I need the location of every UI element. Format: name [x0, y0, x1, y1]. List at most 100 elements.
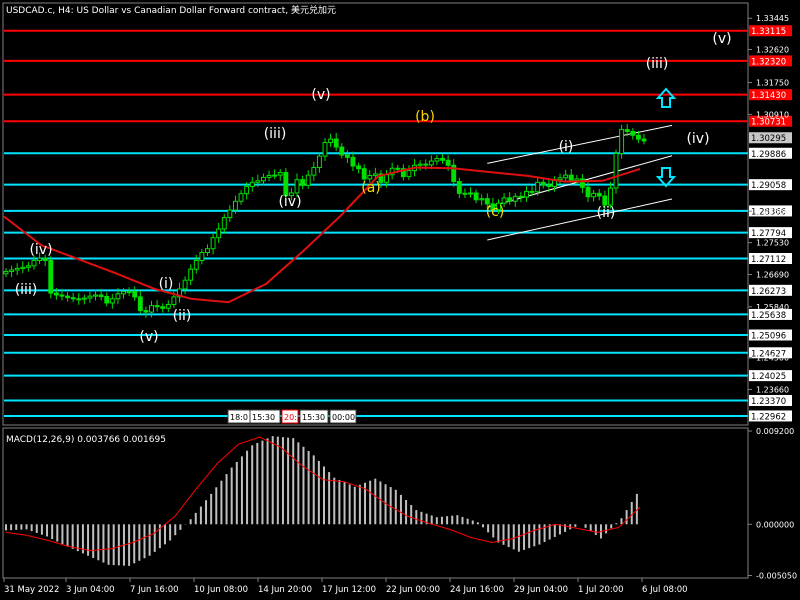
candle-body — [3, 270, 9, 275]
level-tag-box — [749, 115, 792, 127]
candle-body — [557, 177, 563, 181]
wave-label: (iv) — [29, 242, 52, 258]
price-tick-label: 1.32620 — [756, 46, 789, 55]
time-badge-label: 18:0 — [230, 413, 248, 422]
wave-label: (c) — [486, 204, 505, 220]
candle-body — [277, 171, 283, 176]
price-tick-label: 1.31750 — [756, 79, 789, 88]
candle-body — [266, 174, 272, 178]
level-tag-value: 1.29058 — [751, 181, 786, 191]
candle-body — [93, 294, 99, 297]
candle-body — [423, 163, 429, 166]
level-tag-box — [749, 410, 792, 422]
candle-body — [635, 134, 641, 140]
level-lines — [4, 29, 748, 417]
candle-body — [529, 190, 535, 193]
candle-body — [496, 202, 501, 211]
candle-body — [87, 295, 93, 299]
wave-label: (ii) — [173, 308, 192, 324]
candle-body — [149, 305, 154, 313]
time-badge-label: 20: — [284, 413, 297, 422]
level-tag-value: 1.32320 — [751, 57, 786, 67]
candle-body — [473, 192, 479, 201]
level-tag-box — [749, 370, 792, 382]
candle-body — [59, 294, 65, 297]
macd-pane-frame — [2, 427, 749, 579]
candle-body — [65, 295, 71, 299]
candle-body — [451, 164, 457, 183]
level-tag-box — [749, 284, 792, 296]
candle-body — [104, 296, 110, 304]
level-tag-box — [749, 132, 792, 144]
candle-body — [132, 291, 138, 298]
candle-body — [579, 178, 585, 188]
candle-body — [328, 138, 334, 143]
time-tick-label: 24 Jun 16:00 — [450, 585, 504, 595]
candle-body — [400, 168, 406, 178]
candle-body — [126, 291, 132, 294]
candle-body — [255, 180, 261, 183]
candle-body — [143, 310, 149, 313]
price-tick-label: 1.28360 — [756, 207, 789, 216]
moving-average-line — [3, 166, 641, 304]
time-tick-label: 3 Jun 04:00 — [66, 585, 115, 595]
level-tag-box — [749, 347, 792, 359]
macd-title: MACD(12,26,9) 0.003766 0.001695 — [6, 435, 166, 445]
candle-body — [294, 179, 300, 194]
candle-body — [445, 159, 451, 166]
candle-body — [188, 268, 194, 281]
candle-body — [244, 185, 250, 195]
wave-label: (v) — [712, 31, 731, 47]
price-tick-label: 1.33445 — [756, 14, 789, 23]
candle-body — [249, 181, 255, 187]
candle-body — [70, 297, 76, 300]
level-tag-value: 1.24025 — [751, 372, 786, 382]
candle-body — [182, 279, 188, 290]
level-tag-value: 1.28366 — [751, 207, 786, 217]
wave-label: (v) — [139, 329, 158, 345]
level-tag-value: 1.26273 — [751, 287, 786, 297]
candle-body — [9, 269, 15, 272]
candle-body — [137, 296, 143, 312]
price-axis: 1.33445 1.32620 1.31750 1.30910 1.28360 1.275… — [748, 14, 789, 394]
candle-body — [591, 192, 597, 198]
candle-body — [507, 197, 513, 202]
candle-body — [53, 292, 59, 296]
candle-body — [484, 198, 490, 205]
time-badge-box — [281, 409, 299, 424]
time-tick-label: 17 Jun 12:00 — [322, 585, 376, 595]
level-tag-box — [749, 253, 792, 265]
candle-body — [272, 174, 278, 177]
candle-body — [288, 192, 294, 197]
candle-body — [574, 178, 580, 181]
candle-body — [518, 195, 524, 198]
candle-body — [42, 257, 48, 261]
candle-body — [630, 130, 636, 136]
candle-body — [333, 138, 339, 148]
candle-body — [378, 173, 384, 183]
candle-body — [546, 184, 552, 187]
candle-body — [607, 187, 613, 206]
price-tick-label: 1.23660 — [756, 385, 789, 394]
time-axis: 31 May 2022 3 Jun 04:00 7 Jun 16:00 10 Jun … — [3, 578, 688, 595]
price-tick-label: 1.24500 — [756, 354, 789, 363]
level-tag-box — [749, 55, 792, 67]
candle-body — [535, 181, 541, 193]
candle-body — [372, 173, 378, 176]
candle-body — [283, 171, 289, 197]
wave-label: (a) — [361, 180, 381, 196]
time-badge-box — [299, 409, 329, 424]
price-pane-frame — [2, 2, 749, 426]
candle-body — [339, 146, 345, 156]
candle-body — [512, 195, 518, 202]
candle-body — [311, 167, 317, 176]
candle-body — [199, 252, 205, 261]
time-tick-label: 1 Jul 20:00 — [578, 585, 624, 595]
time-badge-label: 15:30 — [252, 413, 275, 422]
macd-axis: 0.009200 0.000000 -0.005050 — [748, 427, 797, 580]
level-tag-value: 1.22962 — [751, 412, 786, 422]
macd-tick-label: 0.000000 — [756, 520, 794, 529]
candle-body — [361, 168, 367, 180]
candle-body — [37, 257, 43, 261]
